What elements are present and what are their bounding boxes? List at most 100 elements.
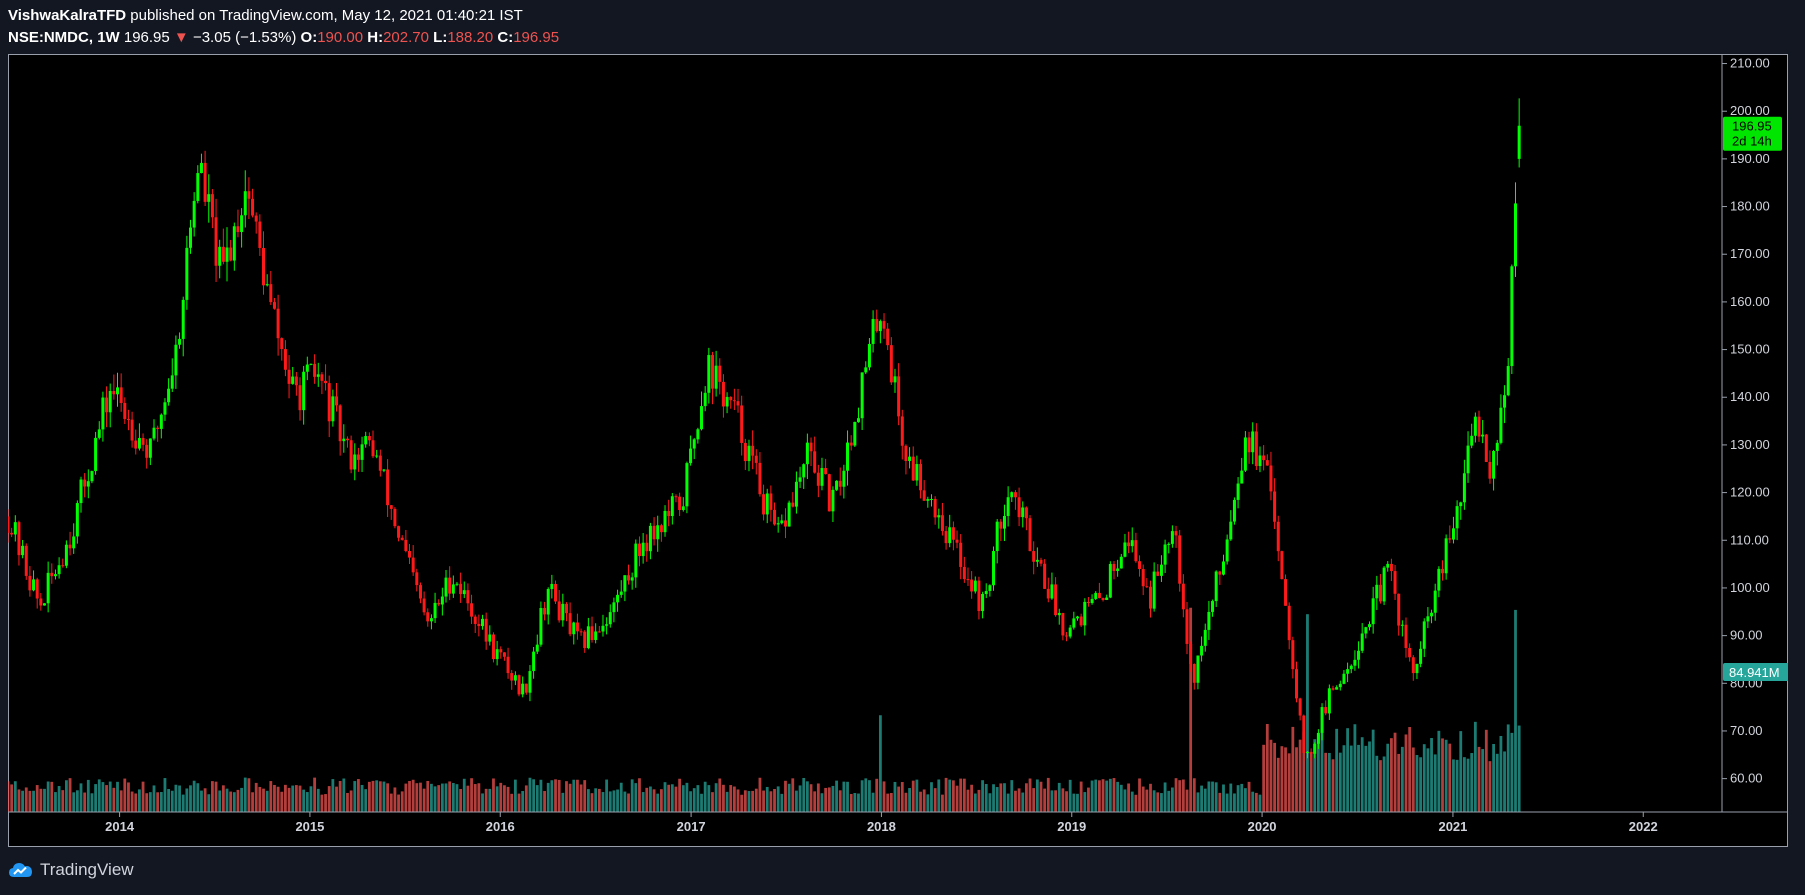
candle-body	[685, 463, 689, 507]
volume-bar	[831, 785, 835, 812]
candle-body	[802, 464, 806, 478]
volume-bar	[265, 790, 269, 812]
volume-bar	[1514, 609, 1517, 812]
volume-bar	[367, 781, 371, 812]
candle-body	[1002, 515, 1006, 529]
candle-body	[1331, 688, 1335, 690]
volume-bar	[1006, 793, 1010, 812]
candle-body	[842, 470, 846, 487]
candle-body	[1404, 624, 1408, 648]
candle-body	[648, 525, 652, 552]
tradingview-brand[interactable]: TradingView	[40, 860, 134, 879]
volume-bar	[1229, 783, 1233, 812]
candle-body	[970, 579, 974, 592]
candle-body	[908, 456, 912, 462]
candle-body	[524, 683, 528, 693]
volume-bar	[251, 792, 254, 812]
candle-body	[338, 405, 342, 442]
volume-bar	[134, 793, 138, 812]
volume-bar	[349, 790, 353, 812]
candle-body	[46, 572, 50, 604]
volume-bar	[167, 789, 171, 812]
candle-body	[404, 539, 408, 552]
high-label: H:	[367, 29, 384, 46]
candle-body	[736, 401, 740, 406]
volume-bar	[1065, 791, 1068, 812]
volume-bar	[178, 785, 181, 812]
volume-bar	[1225, 793, 1229, 812]
candle-body	[327, 383, 331, 422]
candle-body	[853, 421, 857, 446]
candle-body	[1200, 645, 1204, 656]
volume-bar	[386, 783, 390, 812]
volume-bar	[68, 778, 72, 812]
volume-bar	[1375, 755, 1379, 812]
candle-body	[984, 590, 988, 594]
volume-bar	[711, 792, 714, 812]
volume-bar	[933, 788, 937, 812]
volume-bar	[722, 784, 725, 812]
volume-bar	[1269, 739, 1273, 812]
volume-bar	[889, 793, 893, 812]
candle-body	[1481, 434, 1485, 437]
volume-bar	[488, 788, 492, 812]
volume-bar	[357, 779, 360, 812]
volume-bar	[360, 784, 364, 812]
open-label: O:	[300, 29, 318, 46]
volume-bar	[846, 781, 849, 812]
candle-body	[1499, 407, 1503, 443]
candle-body	[572, 622, 576, 635]
candle-body	[378, 455, 382, 471]
candle-body	[320, 374, 324, 381]
volume-bar	[1003, 783, 1006, 812]
candle-body	[240, 215, 244, 233]
candle-body	[1287, 605, 1291, 641]
volume-bar	[75, 790, 79, 812]
candle-body	[1072, 618, 1076, 628]
volume-bar	[937, 779, 941, 812]
volume-bar	[696, 785, 700, 812]
volume-bar	[732, 786, 736, 812]
candle-body	[1086, 601, 1090, 603]
publisher-name[interactable]: VishwaKalraTFD	[8, 7, 127, 24]
volume-bar	[1506, 724, 1510, 812]
volume-bar	[838, 790, 842, 812]
volume-bar	[703, 781, 707, 812]
candle-body	[543, 607, 547, 615]
volume-bar	[1130, 791, 1134, 812]
candle-body	[1426, 616, 1430, 622]
price-chart[interactable]: 60.0070.0080.0090.00100.00110.00120.0013…	[8, 54, 1788, 847]
volume-bar	[240, 787, 244, 812]
volume-bar	[886, 793, 890, 812]
volume-bar	[521, 791, 525, 812]
candle-body	[1294, 669, 1298, 699]
published-text: published on TradingView.com, May 12, 20…	[130, 7, 523, 24]
volume-bar	[1466, 758, 1470, 812]
candle-body	[145, 444, 149, 458]
volume-bar	[1404, 734, 1408, 812]
candle-body	[995, 521, 999, 552]
candle-body	[1229, 521, 1233, 540]
candle-body	[1265, 460, 1269, 466]
candle-body	[864, 367, 868, 373]
volume-bar	[1032, 788, 1036, 812]
candle-body	[824, 468, 828, 475]
symbol-label[interactable]: NSE:NMDC	[8, 29, 89, 46]
volume-bar	[765, 786, 769, 812]
volume-bar	[214, 781, 218, 812]
candle-body	[517, 675, 521, 695]
candle-body	[462, 590, 466, 595]
candle-body	[345, 438, 349, 441]
volume-bar	[1287, 753, 1291, 812]
volume-bar	[1247, 781, 1251, 812]
volume-bar	[141, 781, 145, 812]
volume-bar	[784, 780, 787, 812]
candle-body	[411, 557, 415, 573]
candle-body	[466, 590, 470, 604]
volume-bar	[951, 780, 955, 812]
volume-bar	[335, 786, 338, 812]
candle-body	[1338, 683, 1342, 688]
volume-bar	[1141, 786, 1145, 812]
candle-body	[1178, 535, 1182, 584]
candle-body	[992, 551, 996, 586]
